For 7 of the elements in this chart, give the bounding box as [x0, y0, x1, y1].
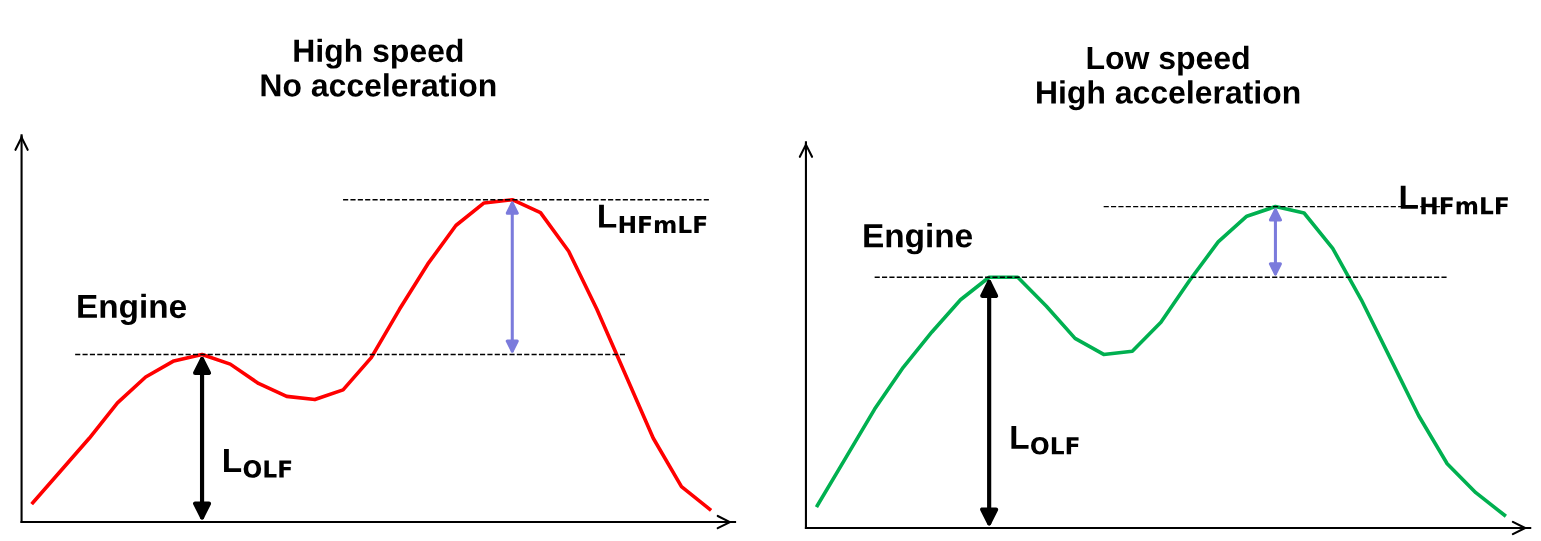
annotation: L$_{OLF}$ — [1011, 425, 1079, 455]
annotation: L$_{HFmLF}$ — [599, 204, 707, 234]
annotation: Engine — [864, 223, 973, 255]
chart-title: High speed No acceleration — [261, 38, 496, 97]
annotation: Engine — [78, 293, 186, 325]
chart-title: Low speed High acceleration — [1037, 45, 1300, 111]
annotation: L$_{OLF}$ — [224, 449, 292, 478]
